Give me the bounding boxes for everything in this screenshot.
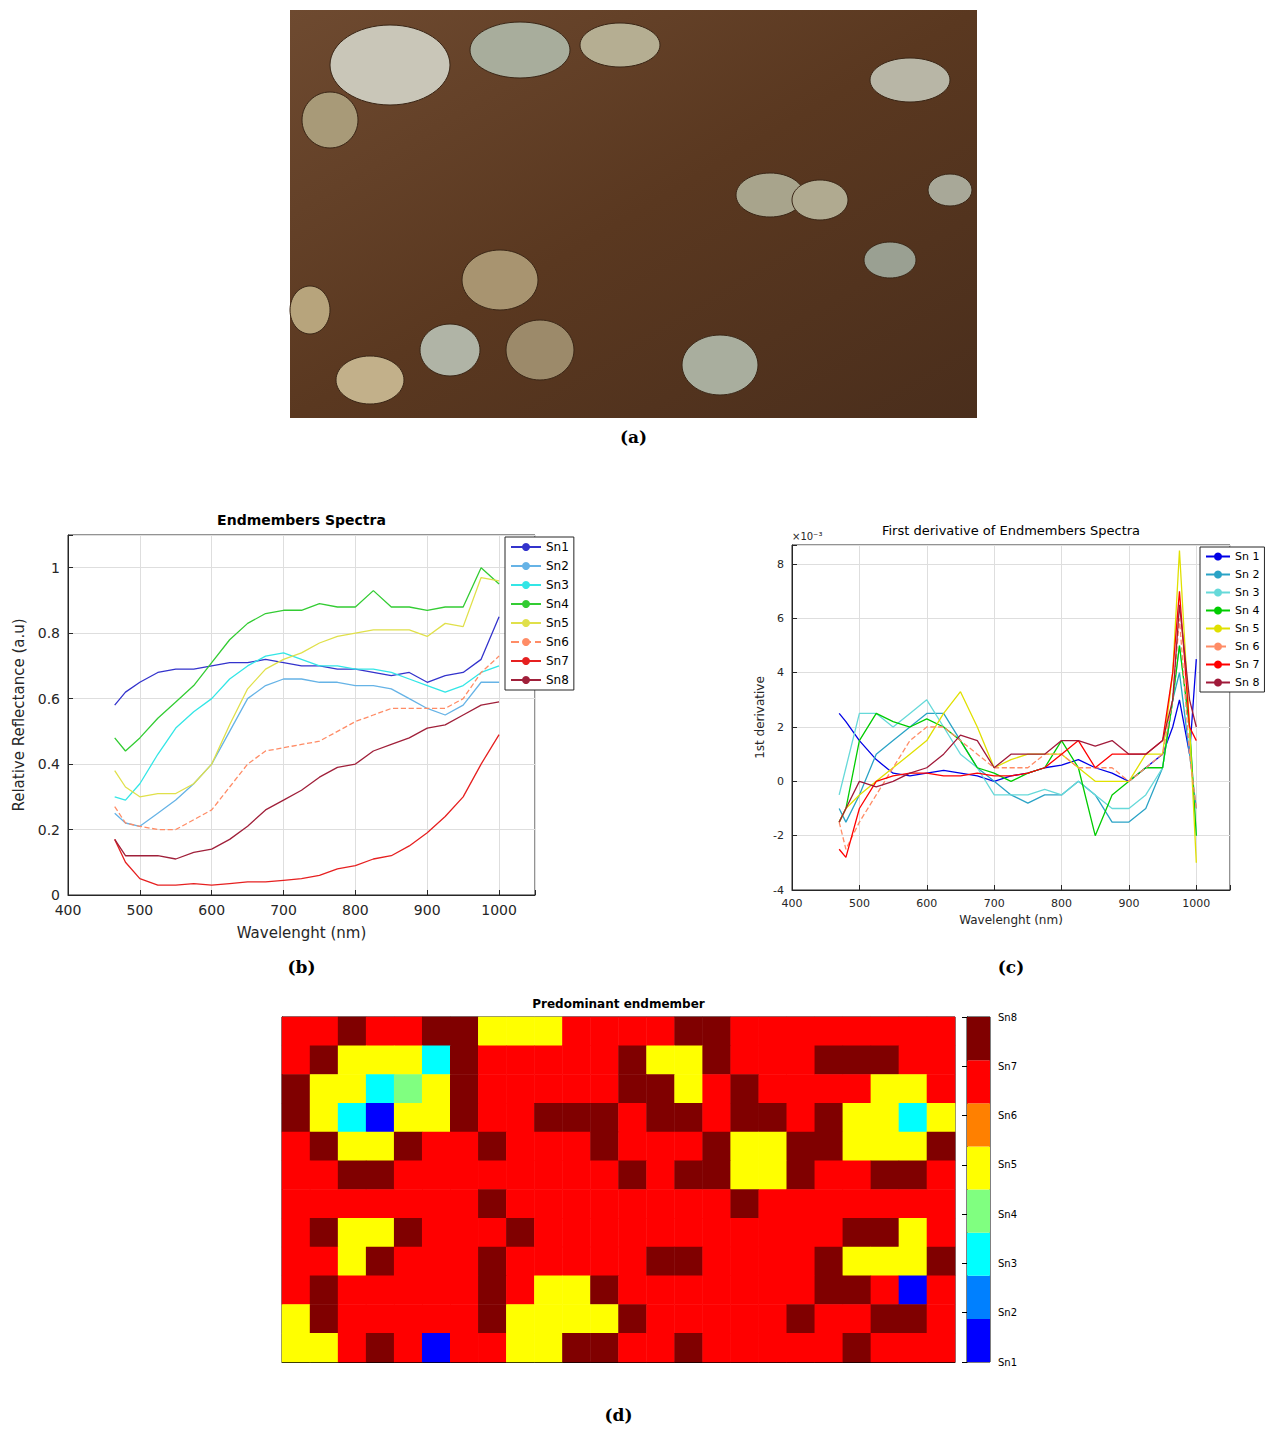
svg-text:×10⁻³: ×10⁻³ bbox=[792, 531, 822, 542]
svg-text:800: 800 bbox=[1051, 897, 1072, 910]
svg-text:Sn 6: Sn 6 bbox=[1235, 640, 1259, 653]
svg-text:800: 800 bbox=[342, 902, 369, 918]
svg-text:Sn6: Sn6 bbox=[546, 635, 569, 649]
svg-text:Sn 1: Sn 1 bbox=[1235, 550, 1259, 563]
svg-text:(c): (c) bbox=[998, 957, 1024, 977]
svg-text:0.4: 0.4 bbox=[38, 756, 60, 772]
svg-text:Sn6: Sn6 bbox=[998, 1110, 1017, 1121]
svg-text:Endmembers Spectra: Endmembers Spectra bbox=[217, 512, 386, 528]
svg-text:Sn2: Sn2 bbox=[998, 1307, 1017, 1318]
svg-text:Sn8: Sn8 bbox=[998, 1012, 1017, 1023]
svg-text:First derivative of Endmembers: First derivative of Endmembers Spectra bbox=[882, 523, 1140, 538]
svg-text:8: 8 bbox=[777, 558, 784, 571]
svg-text:0.6: 0.6 bbox=[38, 691, 60, 707]
svg-text:Sn3: Sn3 bbox=[546, 578, 569, 592]
svg-text:0.8: 0.8 bbox=[38, 625, 60, 641]
svg-text:Relative Reflectance (a.u): Relative Reflectance (a.u) bbox=[10, 618, 28, 811]
svg-text:500: 500 bbox=[849, 897, 870, 910]
svg-text:900: 900 bbox=[1118, 897, 1139, 910]
svg-text:6: 6 bbox=[777, 612, 784, 625]
svg-text:Sn4: Sn4 bbox=[998, 1209, 1017, 1220]
svg-text:1000: 1000 bbox=[481, 902, 517, 918]
svg-text:400: 400 bbox=[782, 897, 803, 910]
svg-text:Predominant endmember: Predominant endmember bbox=[532, 997, 705, 1011]
svg-text:600: 600 bbox=[198, 902, 225, 918]
svg-text:0: 0 bbox=[777, 775, 784, 788]
svg-text:900: 900 bbox=[414, 902, 441, 918]
svg-text:Sn 2: Sn 2 bbox=[1235, 568, 1259, 581]
svg-text:400: 400 bbox=[55, 902, 82, 918]
svg-text:Sn1: Sn1 bbox=[998, 1357, 1017, 1368]
svg-text:700: 700 bbox=[984, 897, 1005, 910]
svg-text:(a): (a) bbox=[620, 427, 647, 447]
svg-text:Sn3: Sn3 bbox=[998, 1258, 1017, 1269]
svg-text:4: 4 bbox=[777, 666, 784, 679]
svg-text:2: 2 bbox=[777, 721, 784, 734]
svg-text:Sn 3: Sn 3 bbox=[1235, 586, 1259, 599]
svg-text:Wavelenght (nm): Wavelenght (nm) bbox=[237, 924, 367, 942]
svg-text:600: 600 bbox=[916, 897, 937, 910]
svg-text:Sn1: Sn1 bbox=[546, 540, 569, 554]
svg-text:1: 1 bbox=[51, 560, 60, 576]
svg-text:1000: 1000 bbox=[1182, 897, 1210, 910]
svg-text:-4: -4 bbox=[773, 884, 784, 897]
svg-text:Sn 5: Sn 5 bbox=[1235, 622, 1259, 635]
svg-text:Sn4: Sn4 bbox=[546, 597, 569, 611]
svg-text:700: 700 bbox=[270, 902, 297, 918]
svg-text:Sn 4: Sn 4 bbox=[1235, 604, 1259, 617]
svg-text:Sn5: Sn5 bbox=[546, 616, 569, 630]
svg-text:Sn8: Sn8 bbox=[546, 673, 569, 687]
svg-text:-2: -2 bbox=[773, 829, 784, 842]
svg-text:Sn5: Sn5 bbox=[998, 1159, 1017, 1170]
svg-text:Sn7: Sn7 bbox=[546, 654, 569, 668]
svg-text:Sn7: Sn7 bbox=[998, 1061, 1017, 1072]
svg-text:(b): (b) bbox=[288, 957, 316, 977]
svg-text:Sn2: Sn2 bbox=[546, 559, 569, 573]
svg-text:0: 0 bbox=[51, 887, 60, 903]
svg-text:Wavelenght (nm): Wavelenght (nm) bbox=[959, 913, 1063, 927]
svg-text:0.2: 0.2 bbox=[38, 822, 60, 838]
svg-text:500: 500 bbox=[126, 902, 153, 918]
svg-text:1st derivative: 1st derivative bbox=[753, 676, 767, 759]
svg-text:Sn 8: Sn 8 bbox=[1235, 676, 1259, 689]
svg-text:Sn 7: Sn 7 bbox=[1235, 658, 1259, 671]
svg-text:(d): (d) bbox=[605, 1405, 633, 1425]
